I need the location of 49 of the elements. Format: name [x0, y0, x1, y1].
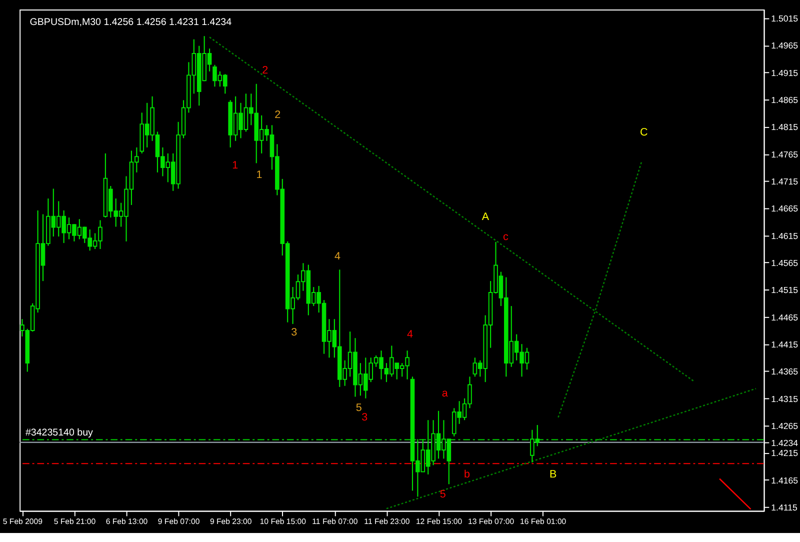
- y-tick-label: 1.4865: [771, 95, 798, 106]
- y-tick-label: 1.4165: [771, 475, 798, 486]
- x-tick-label: 5 Feb 2009: [2, 517, 42, 526]
- x-tick-label: 11 Feb 23:00: [364, 517, 410, 526]
- annotation: 1: [256, 169, 262, 182]
- x-tick-label: 5 Feb 21:00: [54, 517, 96, 526]
- annotation: b: [464, 468, 470, 481]
- annotation: 2: [274, 109, 281, 122]
- x-tick-label: 10 Feb 15:00: [260, 517, 307, 526]
- annotation: 1: [232, 160, 238, 172]
- ref-line-label: #34235140 buy: [25, 428, 94, 439]
- x-tick-label: 9 Feb 23:00: [210, 517, 252, 526]
- x-tick-label: 11 Feb 07:00: [312, 517, 358, 526]
- annotation: c: [503, 231, 510, 244]
- annotation: 4: [407, 328, 414, 340]
- x-tick-label: 6 Feb 13:00: [106, 517, 148, 526]
- x-tick-label: 9 Feb 07:00: [158, 517, 200, 526]
- y-tick-label: 1.4465: [771, 312, 798, 322]
- y-tick-label: 1.4365: [771, 366, 798, 377]
- x-tick-label: 16 Feb 01:00: [520, 517, 567, 526]
- x-tick-label: 12 Feb 15:00: [416, 517, 463, 526]
- text: GBPUSDm,M30 1.4256 1.4256 1.4231 1.4234: [30, 17, 232, 28]
- y-tick-label: 1.4965: [771, 40, 798, 51]
- annotation: 2: [262, 64, 268, 76]
- y-tick-label: 1.5015: [771, 14, 798, 24]
- annotation: 4: [334, 250, 341, 262]
- annotation: a: [442, 388, 448, 400]
- y-tick-label: 1.4515: [771, 285, 798, 296]
- annotation: B: [549, 468, 557, 481]
- annotation: A: [482, 211, 490, 224]
- y-tick-label: 1.4615: [771, 230, 798, 241]
- annotation: 3: [291, 326, 298, 339]
- y-tick-label: 1.4265: [771, 420, 798, 431]
- x-tick-label: 13 Feb 07:00: [468, 517, 515, 526]
- y-tick-label: 1.4115: [771, 502, 798, 512]
- y-tick-label: 1.4215: [771, 448, 798, 458]
- y-tick-label: 1.4315: [771, 394, 798, 404]
- y-tick-label: 1.4415: [771, 339, 798, 350]
- y-tick-label: 1.4234: [771, 438, 798, 448]
- y-tick-label: 1.4665: [771, 204, 798, 214]
- y-tick-label: 1.4565: [771, 258, 798, 268]
- y-tick-label: 1.4765: [771, 149, 798, 160]
- annotation: 5: [356, 402, 362, 414]
- y-tick-label: 1.4815: [771, 122, 798, 132]
- annotation: C: [640, 126, 648, 138]
- annotation: 5: [440, 488, 446, 501]
- annotation: 3: [362, 411, 368, 424]
- y-tick-label: 1.4715: [771, 176, 798, 187]
- y-tick-label: 1.4915: [771, 68, 798, 78]
